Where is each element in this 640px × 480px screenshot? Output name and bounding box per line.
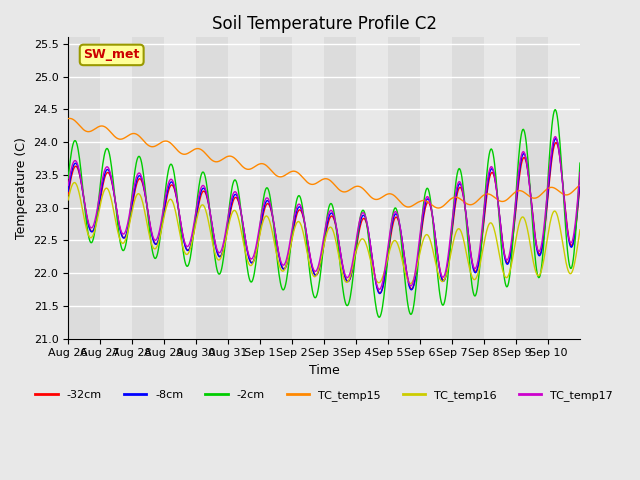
TC_temp15 xyxy=(64,116,72,121)
TC_temp17 xyxy=(244,248,252,254)
TC_temp15 xyxy=(406,204,413,210)
-2cm xyxy=(406,310,413,316)
-2cm xyxy=(218,263,226,268)
-32cm xyxy=(124,225,132,231)
Line: -32cm: -32cm xyxy=(68,143,580,293)
Title: Soil Temperature Profile C2: Soil Temperature Profile C2 xyxy=(212,15,436,33)
TC_temp16 xyxy=(378,278,385,284)
TC_temp17 xyxy=(218,245,226,251)
TC_temp16 xyxy=(244,260,252,265)
-2cm xyxy=(263,185,271,191)
-8cm xyxy=(406,285,413,291)
TC_temp17 xyxy=(64,183,72,189)
-8cm xyxy=(244,250,252,256)
Text: SW_met: SW_met xyxy=(83,48,140,61)
Line: -2cm: -2cm xyxy=(68,109,580,317)
-2cm xyxy=(576,160,584,166)
-32cm xyxy=(576,181,584,187)
TC_temp17 xyxy=(552,134,559,140)
Line: TC_temp15: TC_temp15 xyxy=(68,119,580,208)
-8cm xyxy=(576,177,584,183)
TC_temp16 xyxy=(125,224,132,230)
Y-axis label: Temperature (C): Temperature (C) xyxy=(15,137,28,239)
-32cm xyxy=(244,249,252,255)
Bar xyxy=(68,37,100,339)
-8cm xyxy=(376,291,383,297)
-8cm xyxy=(124,224,132,229)
Bar xyxy=(260,37,292,339)
Bar xyxy=(516,37,548,339)
-2cm xyxy=(64,175,72,181)
Bar xyxy=(324,37,356,339)
Bar xyxy=(196,37,228,339)
Bar xyxy=(452,37,484,339)
-32cm xyxy=(218,251,226,256)
TC_temp15 xyxy=(244,167,252,172)
TC_temp15 xyxy=(264,164,271,169)
TC_temp17 xyxy=(378,284,385,290)
TC_temp15 xyxy=(125,132,132,138)
TC_temp16 xyxy=(70,180,78,185)
TC_temp17 xyxy=(576,169,584,175)
-8cm xyxy=(552,136,560,142)
-8cm xyxy=(378,289,385,295)
Line: TC_temp16: TC_temp16 xyxy=(68,182,580,284)
TC_temp16 xyxy=(576,227,584,233)
-32cm xyxy=(263,201,271,207)
-2cm xyxy=(124,227,132,232)
TC_temp16 xyxy=(264,214,271,220)
-2cm xyxy=(375,314,383,320)
-32cm xyxy=(376,290,383,296)
TC_temp16 xyxy=(406,280,413,286)
Line: -8cm: -8cm xyxy=(68,139,580,294)
-8cm xyxy=(218,250,226,256)
TC_temp15 xyxy=(435,205,442,211)
-2cm xyxy=(378,311,385,317)
-2cm xyxy=(552,107,559,112)
Line: TC_temp17: TC_temp17 xyxy=(68,137,580,289)
TC_temp16 xyxy=(219,249,227,254)
-8cm xyxy=(64,188,72,194)
TC_temp15 xyxy=(576,182,584,188)
TC_temp16 xyxy=(406,281,414,287)
TC_temp16 xyxy=(64,197,72,203)
TC_temp15 xyxy=(378,195,385,201)
X-axis label: Time: Time xyxy=(308,364,339,377)
-32cm xyxy=(406,284,413,289)
-8cm xyxy=(263,198,271,204)
TC_temp17 xyxy=(375,287,383,292)
Legend: -32cm, -8cm, -2cm, TC_temp15, TC_temp16, TC_temp17: -32cm, -8cm, -2cm, TC_temp15, TC_temp16,… xyxy=(31,385,617,406)
Bar xyxy=(132,37,164,339)
Bar xyxy=(388,37,420,339)
TC_temp15 xyxy=(66,116,74,121)
-2cm xyxy=(244,268,252,274)
TC_temp15 xyxy=(219,156,227,162)
-32cm xyxy=(378,289,385,295)
TC_temp17 xyxy=(406,282,413,288)
-32cm xyxy=(552,140,560,145)
-32cm xyxy=(64,192,72,197)
TC_temp17 xyxy=(124,218,132,224)
TC_temp17 xyxy=(263,195,271,201)
